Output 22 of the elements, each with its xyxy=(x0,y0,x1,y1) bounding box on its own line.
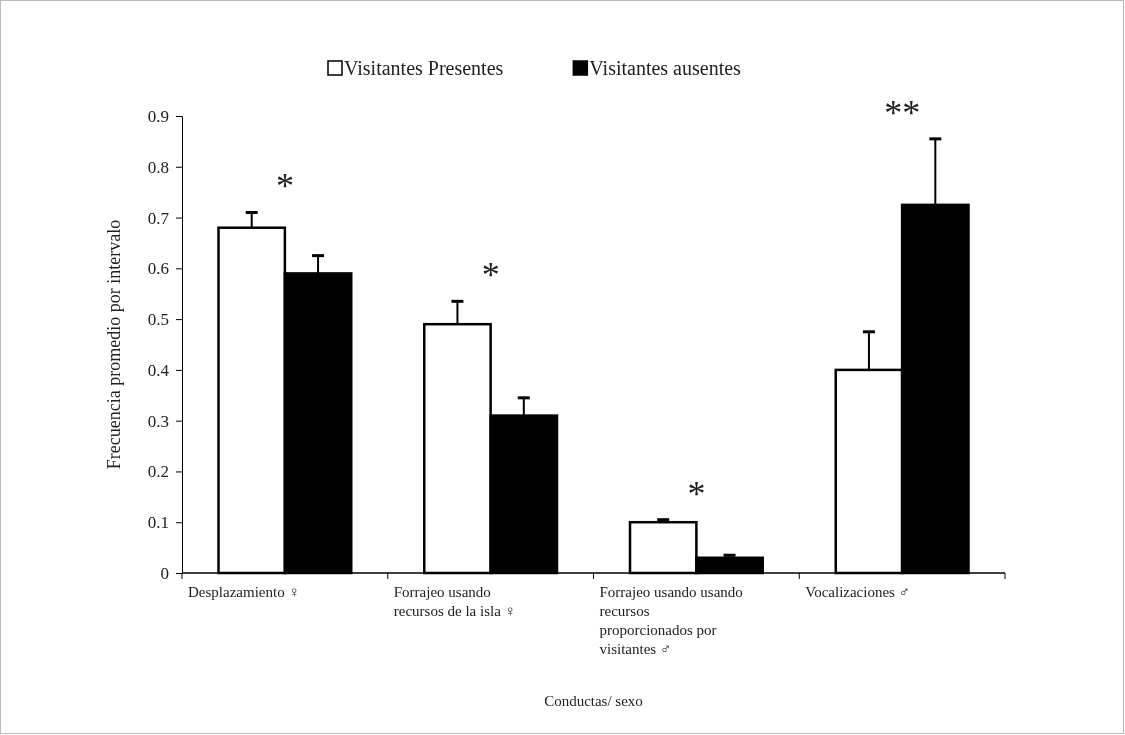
y-tick-label: 0.7 xyxy=(147,208,170,228)
x-tick-label: Desplazamiento ♀ xyxy=(188,584,300,600)
legend-label: Visitantes ausentes xyxy=(589,57,742,79)
x-tick-label: Forrajeo usando usando recursos proporcionados por visitantes ♂ xyxy=(599,584,743,657)
annotation: * xyxy=(687,473,706,514)
y-tick-label: 0.4 xyxy=(147,360,170,380)
y-tick-label: 0.2 xyxy=(147,462,169,482)
y-tick-label: 0.5 xyxy=(147,310,169,330)
y-tick-label: 0.9 xyxy=(147,106,169,126)
legend-label: Visitantes Presentes xyxy=(344,57,504,79)
annotation: * xyxy=(481,255,500,296)
y-tick-label: 0.8 xyxy=(147,157,169,177)
y-axis-title: Frecuencia promedio por intervalo xyxy=(104,219,124,470)
annotation: ** xyxy=(884,92,921,133)
y-tick-label: 0.3 xyxy=(147,411,169,431)
y-tick-label: 0.6 xyxy=(147,259,169,279)
y-tick-label: 0 xyxy=(160,563,169,583)
x-tick-label: Vocalizaciones ♂ xyxy=(805,584,910,600)
x-axis-title: Conductas/ sexo xyxy=(544,693,643,709)
annotation: * xyxy=(275,166,294,207)
x-tick-label: Forrajeo usando recursos de la isla ♀ xyxy=(393,584,516,619)
y-tick-label: 0.1 xyxy=(147,513,169,533)
